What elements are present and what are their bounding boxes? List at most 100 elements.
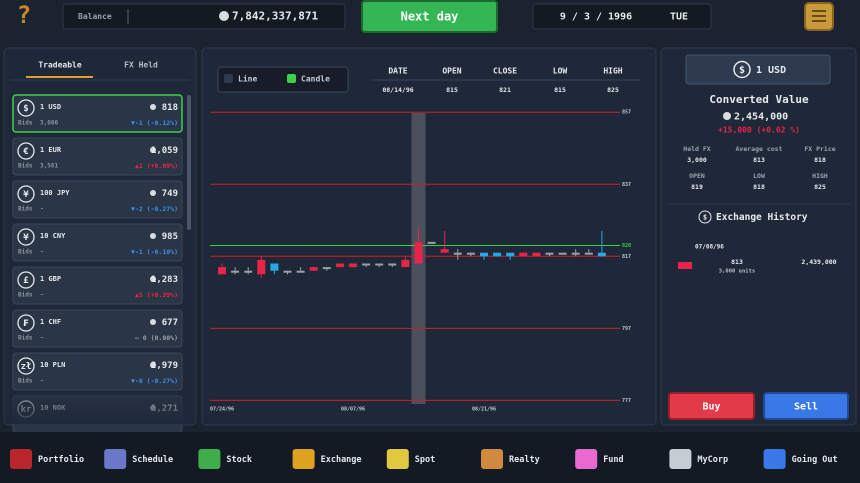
currency-symbol: € (23, 147, 28, 157)
currency-name: 1 USD (40, 103, 61, 111)
nav-icon[interactable] (10, 449, 32, 469)
candle-body (545, 252, 554, 255)
nav-label[interactable]: Exchange (321, 455, 362, 465)
fx-list: Tradeable FX Held $ 1 USD 818 Bids 3,000 ▼-1 (-… (12, 61, 183, 434)
currency-symbol: ₣ (23, 319, 28, 329)
buy-button[interactable] (668, 392, 755, 420)
fx-item[interactable] (12, 266, 183, 305)
nav-icon[interactable] (386, 449, 409, 469)
nav-icon[interactable] (669, 449, 692, 469)
candle-body (414, 241, 423, 264)
line-toggle-icon[interactable] (224, 74, 233, 83)
currency-icon (17, 142, 35, 160)
buy-label[interactable]: Buy (702, 402, 720, 413)
table-header: LOW (553, 67, 568, 76)
stat-value: 818 (814, 156, 826, 164)
reference-label: 820 (622, 243, 631, 249)
candle-body (480, 252, 488, 257)
bids-label: Bids (18, 206, 33, 213)
candle-body (309, 267, 318, 271)
change: ▼-1 (-0.12%) (131, 119, 178, 127)
detail-panel (660, 47, 857, 426)
history-icon (678, 262, 692, 269)
next-day-label[interactable]: Next day (401, 10, 459, 24)
nav-icon[interactable] (198, 449, 221, 469)
fx-item[interactable] (12, 352, 183, 391)
sell-button[interactable] (763, 392, 849, 420)
stat-label: Average cost (736, 145, 783, 153)
bids-label: Bids (18, 120, 33, 127)
nav-icon[interactable] (575, 449, 598, 469)
list-fade (10, 394, 186, 424)
candle-body (362, 263, 371, 266)
candle-body (218, 267, 226, 275)
nav-items: Portfolio Schedule Stock Exchange Spot Realty… (10, 449, 838, 469)
price: 1,059 (151, 146, 178, 156)
stat-label: FX Price (804, 145, 835, 153)
candle-body (453, 252, 462, 255)
chart-toggle (217, 66, 349, 93)
coin-icon (219, 11, 229, 21)
price: 985 (162, 232, 178, 242)
candle-body (493, 252, 502, 257)
table-header: HIGH (603, 67, 622, 76)
nav-icon[interactable] (104, 449, 127, 469)
candle-body (231, 270, 240, 273)
bids: 3,000 (40, 120, 58, 127)
menu-icon (812, 10, 826, 22)
nav-label[interactable]: Realty (509, 455, 540, 465)
nav-label[interactable]: Going Out (792, 454, 838, 465)
nav-label[interactable]: Stock (226, 455, 252, 465)
nav-label[interactable]: Spot (415, 455, 435, 465)
price: 818 (162, 103, 178, 113)
fx-item[interactable] (12, 223, 183, 262)
nav-label[interactable]: Portfolio (38, 454, 84, 465)
toggle-option[interactable]: Line (238, 74, 257, 84)
currency-icon (17, 314, 35, 332)
coin-icon (150, 276, 156, 282)
next-day-button[interactable] (361, 0, 498, 33)
currency-name: 100 JPY (40, 189, 70, 197)
fx-item[interactable] (12, 94, 183, 133)
candle-toggle-icon[interactable] (287, 74, 296, 83)
stat-label: Held FX (683, 145, 710, 153)
fx-item[interactable] (12, 137, 183, 176)
currency-title: 1 USD (756, 65, 786, 76)
sell-label[interactable]: Sell (794, 402, 818, 413)
date: 9 / 3 / 1996 (560, 12, 632, 23)
y-tick-label: 857 (622, 110, 631, 116)
fx-item[interactable] (12, 309, 183, 348)
nav-label[interactable]: Schedule (132, 455, 173, 465)
change: — 0 (0.00%) (135, 334, 178, 342)
currency-icon (733, 60, 751, 79)
nav-icon[interactable] (292, 449, 315, 469)
table-cell: 821 (499, 86, 511, 94)
candle-body (401, 259, 410, 268)
currency-symbol: £ (23, 276, 28, 286)
fx-item[interactable] (12, 180, 183, 219)
nav-label[interactable]: MyCorp (697, 455, 728, 465)
coin-icon (150, 362, 156, 368)
nav-icon[interactable] (763, 449, 786, 469)
candle-body (270, 263, 279, 271)
chart-panel (201, 47, 657, 426)
bids-label: Bids (18, 292, 33, 299)
stat-label: LOW (753, 172, 765, 180)
currency-symbol: ¥ (23, 190, 29, 200)
x-tick-label: 08/21/96 (472, 407, 496, 413)
bottom-nav (0, 432, 860, 483)
tab[interactable]: FX Held (124, 61, 158, 70)
help-icon[interactable]: ? (17, 1, 31, 29)
y-tick-label: 817 (622, 254, 631, 260)
table-cell: 825 (607, 86, 619, 94)
toggle-option[interactable]: Candle (301, 75, 330, 84)
nav-label[interactable]: Fund (603, 455, 623, 465)
candle-body (466, 252, 475, 255)
scrollbar[interactable] (187, 95, 191, 230)
candle-body (388, 263, 397, 266)
bids: 3,561 (40, 163, 58, 170)
candle-body (296, 270, 305, 273)
history-date: 07/08/96 (695, 244, 724, 251)
nav-icon[interactable] (481, 449, 503, 469)
tab[interactable]: Tradeable (38, 61, 82, 70)
